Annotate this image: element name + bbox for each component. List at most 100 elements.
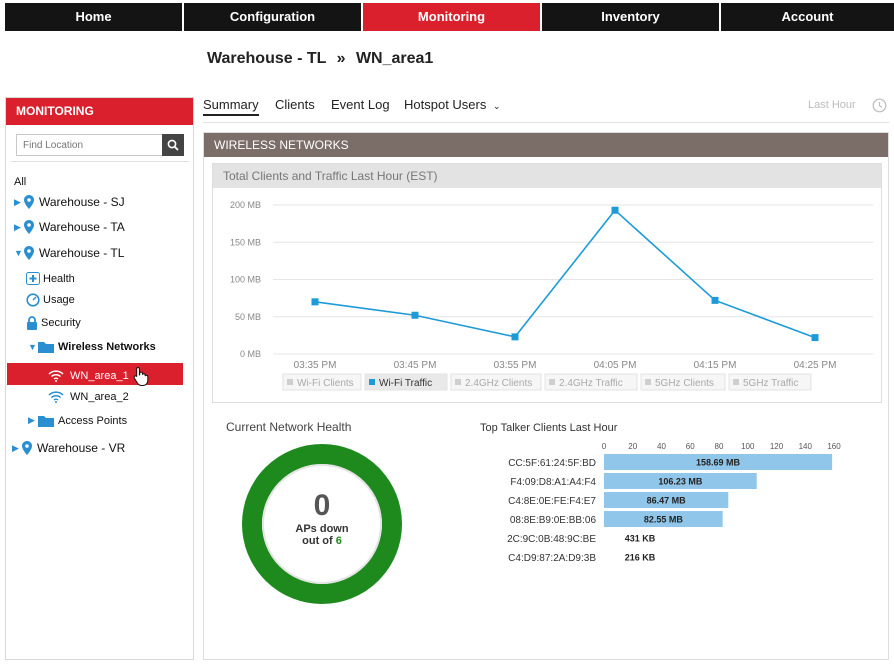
expand-arrow-icon[interactable]: ▶ [14, 221, 21, 232]
series-line [314, 209, 816, 339]
y-tick-label: 100 MB [230, 275, 261, 285]
search-button[interactable] [162, 134, 184, 156]
tree-item-wireless-networks[interactable]: ▼ Wireless Networks [28, 340, 156, 353]
legend-item: Wi-Fi Clients [282, 373, 362, 391]
time-range-selector[interactable]: Last Hour [808, 99, 856, 111]
breadcrumb-separator: » [336, 50, 346, 67]
legend-label: 2.4GHz Clients [465, 378, 532, 389]
top-nav: Home Configuration Monitoring Inventory … [0, 0, 894, 34]
bar [604, 492, 729, 508]
tree-item-label: WN_area_2 [70, 391, 129, 403]
x-tick-label: 80 [715, 442, 724, 451]
category-label: CC:5F:61:24:5F:BD [508, 458, 596, 469]
wifi-icon [48, 370, 64, 382]
legend-label: Wi-Fi Traffic [379, 378, 432, 389]
y-tick-label: 200 MB [230, 200, 261, 210]
nav-tab-home[interactable]: Home [5, 3, 182, 31]
top-talker-title: Top Talker Clients Last Hour [480, 422, 618, 434]
tab-event-log[interactable]: Event Log [331, 97, 390, 112]
bar [604, 473, 757, 489]
tree-item-usage[interactable]: Usage [26, 293, 75, 307]
clock-icon[interactable] [872, 98, 887, 113]
breadcrumb-parent[interactable]: Warehouse - TL [207, 50, 327, 67]
x-tick-label: 03:45 PM [394, 360, 437, 371]
legend-swatch [549, 379, 555, 385]
traffic-line-chart: 0 MB 50 MB 100 MB 150 MB 200 MB 03:35 PM 03:45… [230, 200, 873, 391]
location-pin-icon [24, 246, 34, 260]
nav-tab-inventory[interactable]: Inventory [542, 3, 719, 31]
tree-item-label: Warehouse - TL [39, 246, 125, 260]
legend-item: 2.4GHz Clients [450, 373, 542, 391]
tab-clients[interactable]: Clients [275, 97, 315, 112]
hand-cursor-icon [133, 366, 149, 386]
tree-item-warehouse-vr[interactable]: ▶ Warehouse - VR [12, 441, 125, 455]
x-tick-label: 40 [657, 442, 666, 451]
tree-item-wn-area-2[interactable]: WN_area_2 [48, 391, 129, 403]
legend-label: 5GHz Traffic [743, 378, 798, 389]
category-label: C4:8E:0E:FE:F4:E7 [508, 496, 596, 507]
location-search [16, 134, 184, 156]
tree-item-warehouse-tl[interactable]: ▼ Warehouse - TL [14, 246, 124, 260]
expand-arrow-icon[interactable]: ▶ [28, 415, 35, 425]
expand-arrow-icon[interactable]: ▶ [14, 196, 21, 207]
tree-item-security[interactable]: Security [26, 316, 81, 330]
tree-item-warehouse-sj[interactable]: ▶ Warehouse - SJ [14, 195, 125, 209]
folder-icon [38, 416, 54, 427]
x-tick-label: 04:25 PM [794, 360, 837, 371]
legend-label: 2.4GHz Traffic [559, 378, 623, 389]
nav-tab-account[interactable]: Account [721, 3, 894, 31]
wifi-icon [48, 391, 64, 403]
expand-arrow-icon[interactable]: ▶ [12, 442, 19, 453]
x-tick-label: 60 [686, 442, 695, 451]
tab-summary[interactable]: Summary [203, 97, 259, 116]
nav-tab-configuration[interactable]: Configuration [184, 3, 361, 31]
data-point [611, 206, 619, 214]
legend-label: 5GHz Clients [655, 378, 714, 389]
category-label: F4:09:D8:A1:A4:F4 [510, 477, 596, 488]
wireless-networks-panel: WIRELESS NETWORKS Total Clients and Traf… [203, 132, 889, 660]
location-pin-icon [24, 195, 34, 209]
data-point [311, 298, 319, 306]
tree-item-warehouse-ta[interactable]: ▶ Warehouse - TA [14, 220, 125, 234]
legend-item: Wi-Fi Traffic [364, 373, 448, 391]
tree-item-all[interactable]: All [14, 176, 26, 188]
tab-hotspot-users[interactable]: Hotspot Users ⌄ [404, 97, 501, 112]
tree-item-label: Security [41, 317, 81, 329]
tree-item-wn-area-1[interactable]: WN_area_1 [48, 366, 149, 386]
out-of-text: out of [302, 535, 333, 547]
collapse-arrow-icon[interactable]: ▼ [14, 248, 23, 258]
legend-swatch [455, 379, 461, 385]
bar-data-label: 216 KB [625, 553, 656, 563]
location-search-input[interactable] [17, 135, 157, 155]
tab-label: Hotspot Users [404, 97, 487, 112]
tree-item-label: Access Points [58, 414, 128, 427]
tree-item-label: WN_area_1 [70, 370, 129, 382]
y-tick-label: 150 MB [230, 237, 261, 247]
legend-box [640, 373, 726, 391]
bar-data-label: 86.47 MB [647, 496, 687, 506]
data-point [811, 334, 819, 342]
breadcrumb-current: WN_area1 [355, 50, 434, 67]
health-ring [242, 444, 402, 604]
legend-box [282, 373, 362, 391]
legend-item: 5GHz Clients [640, 373, 726, 391]
tree-item-access-points[interactable]: ▶ Access Points [28, 414, 127, 427]
chevron-down-icon: ⌄ [493, 101, 501, 111]
nav-tab-monitoring[interactable]: Monitoring [363, 3, 540, 31]
x-tick-label: 160 [827, 442, 841, 451]
divider [11, 161, 189, 162]
x-tick-label: 03:35 PM [294, 360, 337, 371]
collapse-arrow-icon[interactable]: ▼ [28, 341, 37, 352]
legend-box [450, 373, 542, 391]
tree-item-label: Warehouse - VR [37, 441, 126, 455]
sidebar: MONITORING All ▶ Warehouse - SJ ▶ Wareho… [5, 97, 194, 660]
legend-box [728, 373, 812, 391]
aps-total-label: out of 6 [237, 535, 407, 547]
category-label: C4:D9:87:2A:D9:3B [508, 553, 596, 564]
health-icon [26, 272, 40, 285]
x-tick-label: 0 [602, 442, 607, 451]
legend-swatch [369, 379, 375, 385]
bar-data-label: 82.55 MB [644, 515, 684, 525]
aps-down-count: 0 [313, 489, 331, 522]
tree-item-health[interactable]: Health [26, 272, 75, 285]
